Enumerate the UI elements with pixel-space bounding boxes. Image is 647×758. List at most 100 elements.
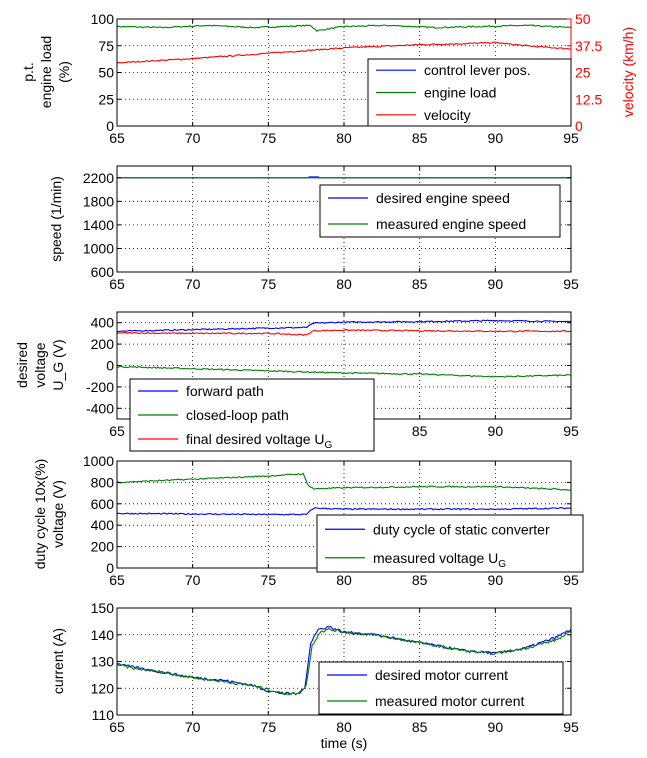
series-lines	[116, 472, 572, 516]
legend-label: forward path	[186, 383, 264, 399]
series-lines	[117, 176, 571, 179]
legend-box	[318, 661, 564, 715]
y-tick-label: -400	[86, 400, 114, 416]
x-tick-label: 95	[563, 276, 579, 292]
y2-tick-label: 12.5	[575, 91, 602, 107]
legend: desired motor current measured motor curr…	[318, 661, 564, 715]
x-tick-label: 70	[185, 572, 201, 588]
series-measured-voltage-u-g	[116, 472, 572, 491]
legend: desired engine speed measured engine spee…	[319, 184, 561, 238]
y-axis-label-line-2: engine load	[38, 36, 54, 108]
x-tick-label: 75	[261, 719, 277, 735]
x-tick-label: 95	[563, 130, 579, 146]
legend-label: measured voltage UG	[373, 550, 506, 570]
y-tick-label: 200	[91, 539, 115, 555]
x-tick-label: 70	[185, 719, 201, 735]
y-tick-label: 800	[91, 474, 115, 490]
x-tick-label: 80	[336, 719, 352, 735]
series-closed-loop-path	[117, 365, 571, 378]
y-tick-label: 75	[98, 38, 114, 54]
y-tick-label: 100	[91, 11, 115, 27]
y-tick-label: 50	[98, 65, 114, 81]
x-tick-label: 80	[336, 572, 352, 588]
y-ticks: 0 25 50 75 100	[91, 11, 121, 134]
y-axis-label-line-1: duty cycle 10x(%)	[32, 459, 48, 569]
legend-label: control lever pos.	[424, 62, 531, 78]
y2-ticks: 0 12.5 25 37.5 50	[567, 11, 602, 134]
y-axis-label: current (A)	[50, 628, 66, 694]
y-ticks: 0 200 400 600 800 1000	[83, 453, 571, 576]
y-axis-label-line-1: p.t.	[20, 62, 36, 81]
legend-label: desired engine speed	[376, 190, 510, 206]
y-tick-label: 1000	[83, 453, 114, 469]
x-axis-label: time (s)	[321, 735, 368, 751]
y-axis-label-line-3: U_G (V)	[50, 339, 66, 390]
panel-motor-current: 65 70 75 80 85 90 95 110 120 130 140 150 current (…	[50, 600, 579, 751]
x-tick-label: 65	[109, 572, 125, 588]
y-tick-label: 120	[91, 680, 115, 696]
y2-tick-label: 25	[575, 65, 591, 81]
y-axis-label-line-3: (%)	[56, 61, 72, 83]
x-tick-label: 85	[412, 276, 428, 292]
x-tick-label: 85	[412, 572, 428, 588]
series-forward-path	[116, 319, 572, 333]
x-tick-label: 95	[563, 423, 579, 439]
legend-label: desired motor current	[375, 667, 508, 683]
legend-label: measured motor current	[375, 693, 525, 709]
y2-tick-label: 50	[575, 11, 591, 27]
legend-label: velocity	[424, 107, 471, 123]
x-tick-label: 75	[261, 276, 277, 292]
y-ticks: 110 120 130 140 150	[91, 600, 571, 723]
y-tick-label: 600	[91, 496, 115, 512]
legend-box	[316, 514, 584, 573]
x-tick-label: 85	[412, 719, 428, 735]
y-axis-label-line-1: desired	[14, 342, 30, 388]
panel-engine-speed: 65 70 75 80 85 90 95 600 1000 1400 1800 2200 speed…	[48, 165, 579, 292]
x-tick-label: 75	[261, 130, 277, 146]
x-tick-label: 95	[563, 719, 579, 735]
x-tick-label: 80	[336, 276, 352, 292]
series-velocity	[116, 41, 572, 64]
x-tick-label: 80	[336, 130, 352, 146]
x-tick-label: 95	[563, 572, 579, 588]
y-tick-label: 1400	[83, 217, 114, 233]
legend: duty cycle of static converter measured v…	[316, 514, 584, 573]
y-tick-label: 25	[98, 91, 114, 107]
legend-label: final desired voltage UG	[186, 431, 333, 451]
x-tick-label: 70	[185, 130, 201, 146]
y-ticks: -400 -200 0 200 400	[86, 315, 571, 416]
x-tick-label: 65	[109, 130, 125, 146]
y-ticks: 600 1000 1400 1800 2200	[83, 170, 571, 280]
y-tick-label: 150	[91, 600, 115, 616]
x-tick-label: 90	[488, 719, 504, 735]
y-tick-label: 130	[91, 654, 115, 670]
x-tick-label: 65	[109, 423, 125, 439]
series-lines	[116, 625, 572, 696]
series-final-desired-voltage-u-g	[116, 329, 572, 337]
legend-box	[319, 184, 561, 238]
x-tick-label: 85	[412, 423, 428, 439]
series-lines	[116, 319, 572, 378]
legend: forward path closed-loop path final desire…	[129, 378, 375, 452]
y-tick-label: 1000	[83, 240, 114, 256]
x-ticks: 65 70 75 80 85 90 95	[109, 166, 579, 292]
panel-duty-cycle: 65 70 75 80 85 90 95 0 200 400 600 800 1000 duty cy…	[32, 453, 584, 588]
x-tick-label: 65	[109, 276, 125, 292]
y2-tick-label: 0	[575, 118, 583, 134]
x-tick-label: 75	[261, 572, 277, 588]
y-tick-label: 0	[106, 118, 114, 134]
x-tick-label: 90	[488, 130, 504, 146]
y2-tick-label: 37.5	[575, 38, 602, 54]
y-tick-label: 200	[91, 336, 115, 352]
x-tick-label: 70	[185, 276, 201, 292]
x-tick-label: 90	[488, 572, 504, 588]
y-tick-label: 0	[106, 358, 114, 374]
series-measured-motor-current	[116, 627, 572, 696]
y-axis-label: speed (1/min)	[48, 176, 64, 262]
legend-label: duty cycle of static converter	[373, 521, 550, 537]
y-tick-label: 110	[92, 707, 115, 723]
legend-label: measured engine speed	[376, 216, 526, 232]
